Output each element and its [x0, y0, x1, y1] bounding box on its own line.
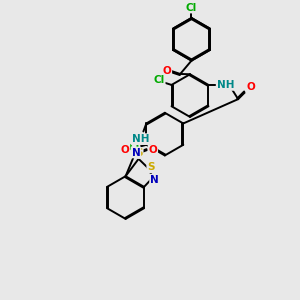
Text: S: S [147, 162, 155, 172]
Text: O: O [121, 145, 129, 155]
Text: O: O [163, 66, 171, 76]
Text: NH: NH [132, 134, 149, 144]
Text: Cl: Cl [128, 143, 140, 153]
Text: Cl: Cl [186, 3, 197, 13]
Text: N: N [132, 148, 140, 158]
Text: N: N [150, 175, 159, 185]
Text: S: S [135, 148, 143, 158]
Text: O: O [148, 145, 157, 155]
Text: Cl: Cl [154, 76, 165, 85]
Text: O: O [246, 82, 255, 92]
Text: NH: NH [217, 80, 234, 90]
